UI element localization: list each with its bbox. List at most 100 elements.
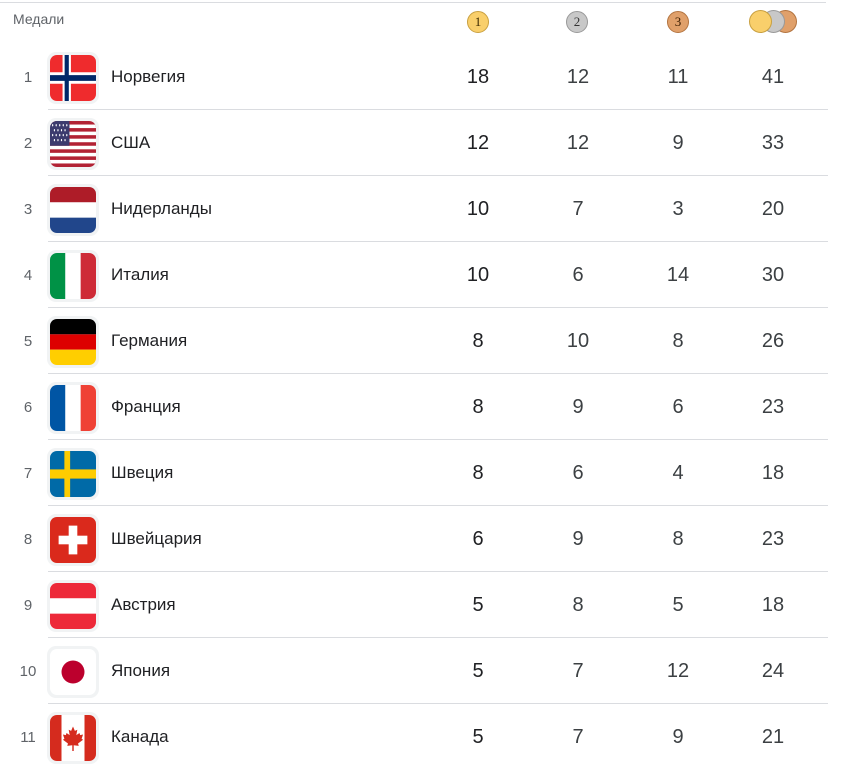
bronze-count: 4	[672, 461, 684, 484]
bronze-count: 12	[666, 659, 690, 682]
gold-count: 6	[472, 527, 484, 550]
table-row[interactable]: 1 Норвегия 18 12 11 41	[0, 44, 828, 110]
table-row[interactable]: 7 Швеция 8 6 4 18	[0, 440, 828, 506]
silver-medal-icon: 2	[566, 11, 588, 33]
norway-flag-icon	[47, 52, 99, 104]
table-row[interactable]: 3 Нидерланды 10 7 3 20	[0, 176, 828, 242]
row-divider	[48, 373, 828, 374]
table-row[interactable]: 4 Италия 10 6 14 30	[0, 242, 828, 308]
row-divider	[48, 703, 828, 704]
netherlands-flag-icon	[47, 184, 99, 236]
total-count: 21	[761, 725, 785, 748]
sweden-flag-icon	[47, 448, 99, 500]
gold-count: 8	[472, 329, 484, 352]
country-name[interactable]: Швеция	[111, 463, 174, 482]
bronze-count: 8	[672, 527, 684, 550]
table-row[interactable]: 8 Швейцария 6 9 8 23	[0, 506, 828, 572]
france-flag-icon	[47, 382, 99, 434]
total-count: 18	[761, 593, 785, 616]
country-name[interactable]: Австрия	[111, 595, 176, 614]
austria-flag-icon	[47, 580, 99, 632]
total-count: 33	[761, 131, 785, 154]
row-divider	[48, 637, 828, 638]
row-divider	[48, 175, 828, 176]
rank: 3	[23, 200, 33, 218]
gold-count: 10	[466, 263, 490, 286]
country-name[interactable]: Италия	[111, 265, 169, 284]
country-name[interactable]: Канада	[111, 727, 169, 746]
bronze-count: 6	[672, 395, 684, 418]
silver-count: 9	[572, 395, 584, 418]
table-row[interactable]: 6 Франция 8 9 6 23	[0, 374, 828, 440]
gold-medal-icon: 1	[467, 11, 489, 33]
germany-flag-icon	[47, 316, 99, 368]
italy-flag-icon	[47, 250, 99, 302]
table-row[interactable]: 2 США 12 12 9 33	[0, 110, 828, 176]
rank: 7	[23, 464, 33, 482]
row-divider	[48, 109, 828, 110]
gold-count: 10	[466, 197, 490, 220]
total-count: 23	[761, 527, 785, 550]
country-name[interactable]: Франция	[111, 397, 181, 416]
bronze-count: 9	[672, 131, 684, 154]
top-divider	[0, 2, 826, 3]
silver-count: 12	[566, 65, 590, 88]
total-count: 24	[761, 659, 785, 682]
bronze-count: 11	[667, 65, 689, 88]
total-count: 18	[761, 461, 785, 484]
rank: 9	[23, 596, 33, 614]
silver-count: 7	[572, 197, 584, 220]
rank: 5	[23, 332, 33, 350]
bronze-count: 5	[672, 593, 684, 616]
bronze-count: 9	[672, 725, 684, 748]
gold-count: 5	[472, 593, 484, 616]
country-name[interactable]: Германия	[111, 331, 188, 350]
row-divider	[48, 241, 828, 242]
switzerland-flag-icon	[47, 514, 99, 566]
gold-count: 5	[472, 725, 484, 748]
table-row[interactable]: 10 Япония 5 7 12 24	[0, 638, 828, 704]
total-count: 30	[761, 263, 785, 286]
bronze-medal-icon: 3	[667, 11, 689, 33]
total-count: 23	[761, 395, 785, 418]
bronze-count: 3	[672, 197, 684, 220]
gold-count: 18	[466, 65, 490, 88]
silver-count: 7	[572, 725, 584, 748]
total-count: 41	[761, 65, 785, 88]
silver-count: 12	[566, 131, 590, 154]
country-name[interactable]: Нидерланды	[111, 199, 212, 218]
country-name[interactable]: США	[111, 133, 151, 152]
table-row[interactable]: 11 Канада 5 7 9 21	[0, 704, 828, 770]
usa-flag-icon	[47, 118, 99, 170]
country-name[interactable]: Япония	[111, 661, 171, 680]
bronze-count: 8	[672, 329, 684, 352]
table-row[interactable]: 5 Германия 8 10 8 26	[0, 308, 828, 374]
japan-flag-icon	[47, 646, 99, 698]
gold-count: 5	[472, 659, 484, 682]
silver-count: 9	[572, 527, 584, 550]
rank: 6	[23, 398, 33, 416]
silver-count: 8	[572, 593, 584, 616]
row-divider	[48, 571, 828, 572]
rank: 4	[23, 266, 33, 284]
row-divider	[48, 439, 828, 440]
rank: 8	[23, 530, 33, 548]
total-medals-icon	[748, 10, 800, 35]
row-divider	[48, 505, 828, 506]
rank: 2	[23, 134, 33, 152]
row-divider	[48, 307, 828, 308]
country-name[interactable]: Швейцария	[111, 529, 202, 548]
medals-header-label: Медали	[13, 11, 65, 27]
silver-count: 7	[572, 659, 584, 682]
rank: 10	[19, 662, 37, 680]
bronze-count: 14	[666, 263, 690, 286]
silver-count: 6	[572, 461, 584, 484]
total-count: 20	[761, 197, 785, 220]
table-row[interactable]: 9 Австрия 5 8 5 18	[0, 572, 828, 638]
gold-count: 8	[472, 461, 484, 484]
gold-count: 12	[466, 131, 490, 154]
country-name[interactable]: Норвегия	[111, 67, 186, 86]
silver-count: 6	[572, 263, 584, 286]
rank: 1	[23, 68, 33, 86]
rank: 11	[20, 728, 36, 746]
